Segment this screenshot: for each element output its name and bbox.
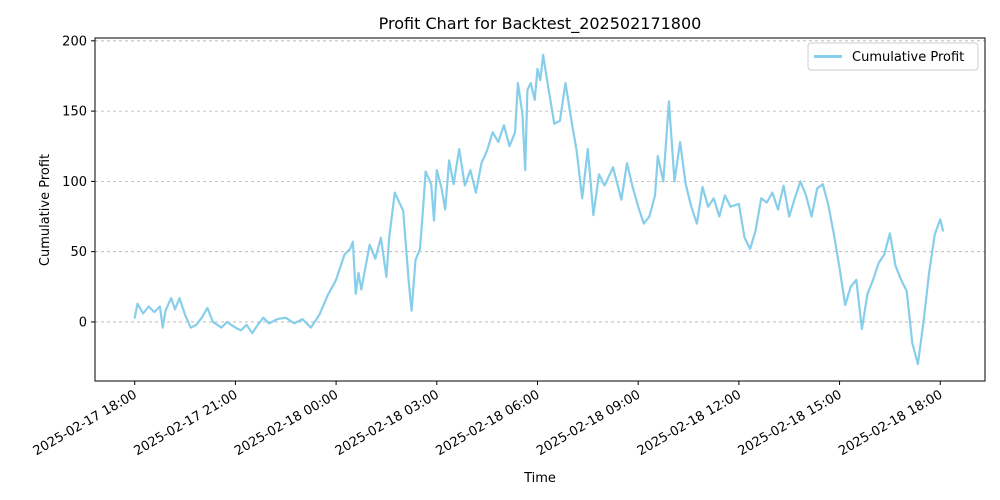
y-tick-label: 200 [62,34,87,49]
series-layer [133,53,945,366]
legend: Cumulative Profit [807,42,979,71]
grid [95,40,985,323]
y-tick-label: 150 [62,105,87,120]
y-tick-label: 100 [62,175,87,190]
y-axis-label: Cumulative Profit [38,154,53,266]
y-axis-ticks: 0 50 100 150 200 [62,34,95,330]
y-tick-label: 50 [70,245,87,260]
x-axis-label: Time [523,471,556,486]
y-tick-label: 0 [79,315,87,330]
plot-area-frame [94,37,986,382]
legend-box [807,42,979,71]
series-line-cumulative-profit [133,53,945,366]
legend-label: Cumulative Profit [852,50,964,65]
chart-title: Profit Chart for Backtest_202502171800 [379,14,702,34]
